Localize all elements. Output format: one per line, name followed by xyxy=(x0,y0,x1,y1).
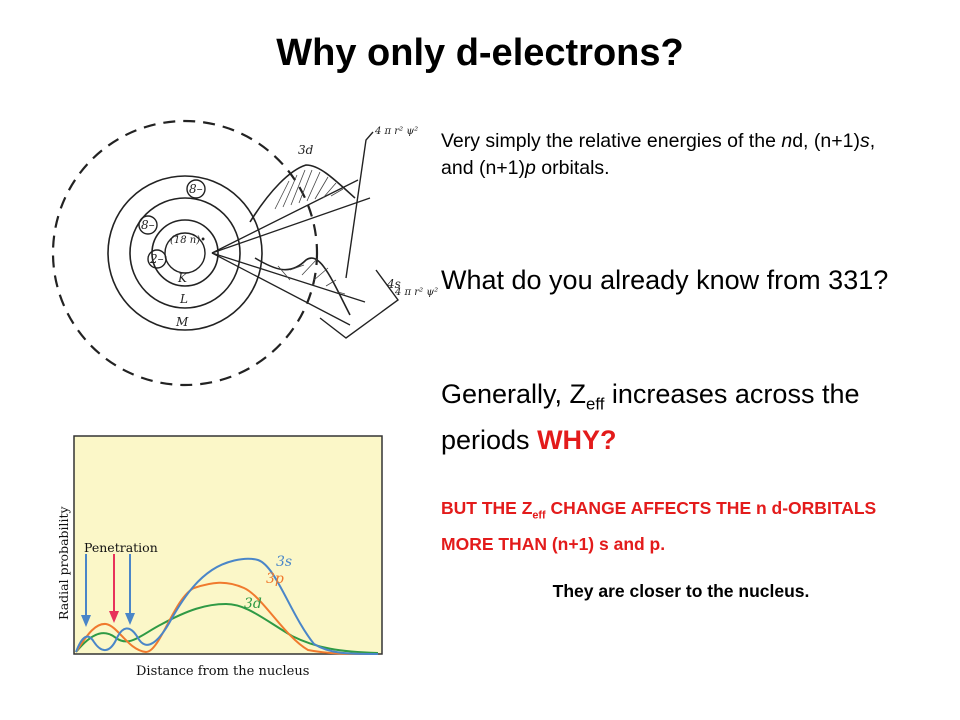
shell-label-k: K xyxy=(177,271,188,285)
shell-m-outer xyxy=(51,119,319,387)
shell-l xyxy=(129,197,241,309)
shell-k xyxy=(151,219,219,287)
shell-label-l: L xyxy=(179,292,188,306)
series-label-3p: 3p xyxy=(266,571,284,587)
atom-shell-diagram: 8– 8– 2– (18 n)• K L M 3d 4s 4 π r² ψ² 4… xyxy=(51,119,438,387)
caps-statement: BUT THE Zeff CHANGE AFFECTS THE n d-ORBI… xyxy=(441,498,877,554)
plot-y-label: Radial probability xyxy=(56,505,71,620)
series-label-3s: 3s xyxy=(276,554,292,570)
electron-label-outer: 8– xyxy=(189,182,203,196)
series-3p xyxy=(75,581,379,655)
shell-label-m: M xyxy=(175,315,189,329)
why-label: WHY? xyxy=(537,425,617,456)
slide-title: Why only d-electrons? xyxy=(276,32,684,74)
penetration-arrows xyxy=(81,554,135,627)
plot-x-label: Distance from the nucleus xyxy=(136,664,309,679)
intro-text: Very simply the relative energies of the… xyxy=(441,130,876,179)
plot-background xyxy=(73,435,383,655)
penetration-label: Penetration xyxy=(84,540,158,555)
curve-3d xyxy=(249,164,356,223)
electron-label-middle: 8– xyxy=(141,218,155,232)
closer-text: They are closer to the nucleus. xyxy=(552,581,810,601)
series-label-3d: 3d xyxy=(244,596,262,612)
shell-m xyxy=(107,175,263,331)
core-label: (18 n)• xyxy=(170,235,206,246)
radial-probability-plot: Radial probability Distance from the nuc… xyxy=(56,435,383,679)
question-text: What do you already know from 331? xyxy=(441,265,889,295)
series-3s xyxy=(75,557,379,655)
electron-label-inner: 2– xyxy=(149,252,164,266)
axis-label-top: 4 π r² ψ² xyxy=(374,126,418,137)
curve-label-4s: 4s xyxy=(386,277,401,291)
curve-4s xyxy=(254,257,351,316)
curve-label-3d: 3d xyxy=(298,143,314,157)
zeff-statement: Generally, Zeff increases across the per… xyxy=(441,379,860,456)
nucleus-ring xyxy=(164,232,206,274)
axis-label-bottom: 4 π r² ψ² xyxy=(394,287,438,298)
